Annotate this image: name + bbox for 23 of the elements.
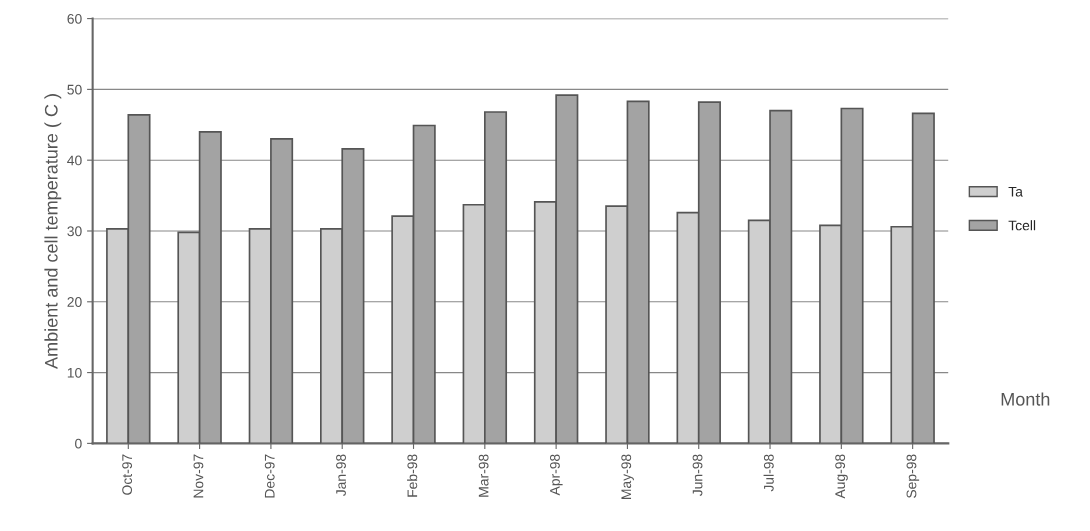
x-tick-label: Jun-98: [692, 454, 703, 497]
y-tick-label: 40: [67, 155, 82, 166]
x-tick-label: Nov-97: [193, 454, 204, 498]
y-axis-title: Ambient and cell temperature ( C ): [44, 94, 62, 369]
y-tick-label: 50: [67, 84, 82, 95]
x-tick-label: Apr-98: [550, 454, 563, 496]
x-tick-label: Jul-98: [763, 454, 774, 492]
x-axis-title: Month: [1001, 392, 1050, 406]
y-tick-label: 30: [67, 226, 82, 237]
x-tick-label: Dec-97: [264, 454, 275, 498]
x-tick-label: May-98: [621, 454, 634, 499]
x-tick-label: Feb-98: [407, 454, 418, 497]
legend-label: Ta: [1008, 186, 1023, 197]
y-tick-label: 20: [67, 297, 82, 307]
x-tick-label: Mar-98: [478, 454, 489, 497]
x-tick-label: Jan-98: [336, 454, 346, 497]
y-tick-label: 10: [67, 367, 82, 378]
legend-label: Tcell: [1008, 220, 1036, 231]
y-tick-label: 0: [75, 438, 82, 449]
x-tick-label: Aug-98: [835, 454, 848, 499]
y-tick-label: 60: [67, 13, 82, 24]
x-tick-label: Oct-97: [122, 454, 133, 495]
x-tick-label: Sep-98: [906, 454, 920, 498]
